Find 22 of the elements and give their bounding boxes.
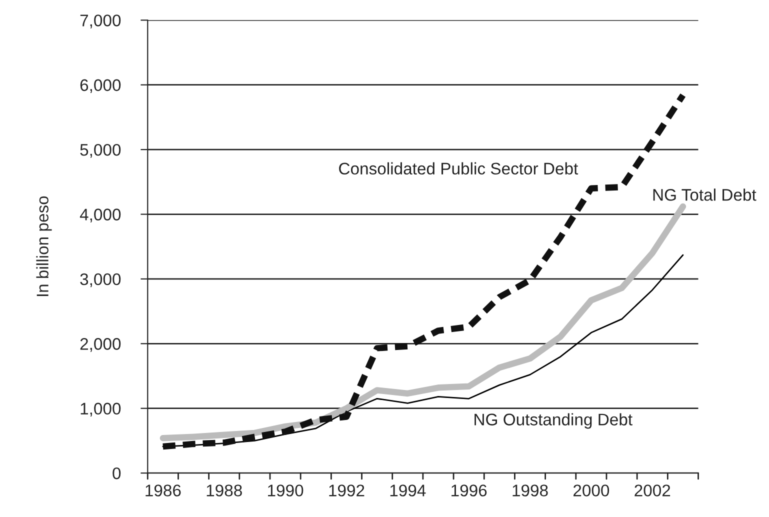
x-tick-label: 2002 bbox=[634, 484, 670, 496]
y-axis-title: In billion peso bbox=[36, 196, 52, 296]
x-tick-label: 1990 bbox=[268, 484, 304, 496]
y-tick-label: 5,000 bbox=[80, 144, 121, 158]
y-tick-label: 2,000 bbox=[80, 338, 121, 352]
y-tick-label: 7,000 bbox=[80, 14, 121, 28]
x-tick-label: 2000 bbox=[573, 484, 610, 496]
x-tick-label: 1994 bbox=[390, 484, 426, 496]
y-tick-label: 4,000 bbox=[80, 208, 121, 222]
series-label: NG Total Debt bbox=[653, 188, 756, 201]
line-series bbox=[162, 254, 684, 448]
x-tick-label: 1996 bbox=[452, 484, 487, 496]
y-tick-label: 6,000 bbox=[80, 79, 121, 94]
x-tick-label: 1986 bbox=[146, 484, 181, 496]
x-tick-label: 1988 bbox=[206, 484, 242, 496]
series-label: Consolidated Public Sector Debt bbox=[339, 162, 578, 175]
y-tick-label: 0 bbox=[112, 467, 121, 480]
x-tick-label: 1992 bbox=[329, 484, 364, 496]
y-tick-label: 1,000 bbox=[80, 402, 121, 417]
x-tick-label: 1998 bbox=[512, 484, 548, 496]
y-tick-label: 3,000 bbox=[80, 273, 121, 288]
series-label: NG Outstanding Debt bbox=[474, 413, 632, 429]
